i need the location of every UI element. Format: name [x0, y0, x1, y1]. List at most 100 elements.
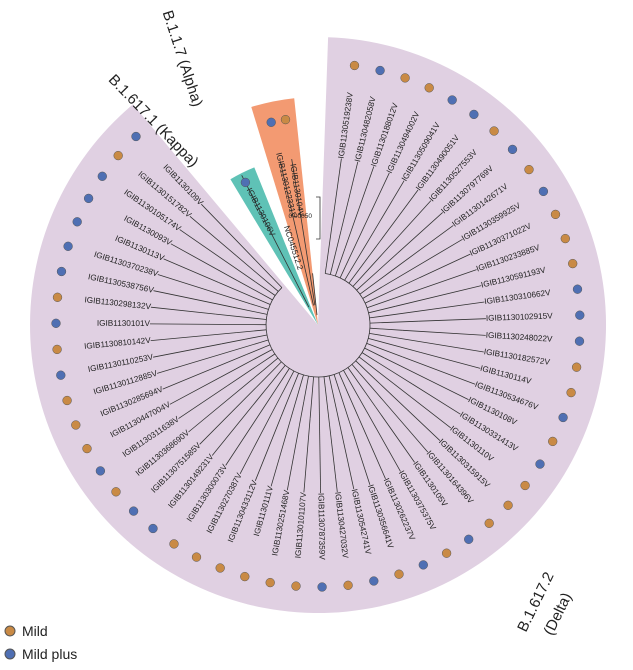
internal-branch [250, 303, 269, 310]
leaf-marker-mild [280, 114, 291, 125]
leaf-branch [169, 368, 237, 405]
internal-branch [221, 334, 268, 345]
leaf-branch [391, 225, 454, 272]
leaf-branch [358, 398, 401, 472]
internal-branch [364, 277, 420, 304]
internal-branch [369, 333, 387, 337]
leaf-branch [358, 372, 429, 453]
internal-branch [255, 361, 282, 388]
internal-branch [352, 272, 366, 287]
leaf-marker-mild-plus [95, 466, 106, 476]
tree-branches [149, 158, 486, 494]
leaf-branch [375, 379, 441, 441]
leaf-marker-mild-plus [575, 310, 585, 320]
internal-branch [271, 285, 279, 292]
leaf-branch [381, 301, 485, 317]
internal-branch [323, 376, 327, 398]
leaf-marker-mild-plus [469, 109, 479, 120]
internal-branch [236, 329, 267, 333]
legend-mild-plus-dot [4, 648, 16, 660]
leaf-branch [375, 406, 415, 463]
internal-branch [369, 320, 419, 324]
internal-branch [279, 370, 295, 399]
leaf-branch [345, 172, 390, 267]
leaf-marker-mild [524, 164, 534, 175]
legend-mild-plus-label: Mild plus [22, 646, 77, 662]
internal-branch [368, 305, 396, 314]
leaf-marker-mild [111, 487, 121, 497]
internal-branch [369, 327, 403, 331]
root-branch [312, 273, 318, 316]
leaf-branch [239, 398, 280, 474]
internal-branch [366, 343, 403, 358]
leaf-branch [402, 329, 486, 336]
leaf-branch [326, 158, 342, 266]
leaf-marker-mild-plus [240, 177, 251, 188]
leaf-marker-mild [191, 552, 202, 562]
leaf-marker-mild [82, 443, 92, 454]
internal-branch [329, 230, 342, 275]
leaf-branch [384, 357, 469, 400]
internal-branch [255, 281, 276, 296]
root-arc [265, 273, 371, 378]
leaf-marker-mild [568, 258, 578, 269]
leaf-marker-mild-plus [56, 266, 67, 277]
leaf-branch [418, 318, 486, 322]
delta-clade-sector [30, 37, 607, 614]
leaf-branch [420, 352, 481, 369]
leaf-marker-mild [291, 581, 301, 591]
internal-branch [250, 254, 283, 288]
leaf-branch [340, 161, 359, 231]
internal-branch [364, 347, 385, 359]
leaf-branch [392, 382, 452, 429]
leaf-branch [382, 238, 463, 288]
leaf-marker-mild [240, 571, 250, 582]
scale-bar-line [316, 196, 321, 240]
leaf-branch [170, 243, 238, 281]
leaf-branch [326, 397, 338, 492]
internal-branch [344, 237, 371, 281]
leaf-branch [153, 343, 222, 358]
leaf-marker-mild-plus [375, 65, 385, 76]
internal-branch [359, 270, 392, 295]
leaf-branch [386, 335, 484, 353]
leaf-branch [369, 180, 405, 238]
leaf-label: IGIB1130101V [97, 319, 151, 328]
leaf-branch [303, 418, 311, 493]
leaf-marker-mild [550, 209, 561, 220]
leaf-branch [368, 189, 419, 257]
leaf-branch [254, 416, 282, 481]
leaf-marker-mild [349, 60, 360, 71]
leaf-marker-mild-plus [418, 560, 428, 570]
internal-branch [339, 265, 346, 279]
internal-branch [368, 338, 421, 353]
leaf-branch [162, 354, 247, 390]
internal-branch [235, 349, 273, 370]
leaf-branch [344, 387, 386, 479]
leaf-branch [402, 356, 476, 385]
leaf-branch [178, 385, 228, 419]
leaf-branch [336, 411, 355, 490]
internal-branch [218, 282, 271, 305]
leaf-marker-mild [215, 563, 225, 573]
legend-mild-label: Mild [22, 623, 48, 639]
internal-branch [324, 265, 327, 274]
leaf-marker-mild [400, 73, 410, 83]
leaf-branch [153, 290, 233, 308]
internal-branch [347, 367, 376, 408]
leaf-marker-mild-plus [131, 131, 141, 142]
leaf-marker-mild [71, 420, 81, 430]
alpha-clade-sector [251, 98, 318, 325]
scale-bar: 0.00050 [289, 196, 321, 240]
leaf-marker-mild-plus [369, 576, 379, 586]
internal-branch [334, 248, 346, 277]
internal-branch [215, 313, 267, 320]
leaf-marker-mild-plus [464, 534, 474, 544]
leaf-marker-mild [424, 83, 434, 93]
internal-branch [309, 376, 314, 419]
leaf-marker-mild-plus [574, 336, 585, 346]
leaf-branch [150, 306, 216, 315]
internal-branch [280, 368, 290, 382]
leaf-marker-mild-plus [72, 217, 82, 227]
